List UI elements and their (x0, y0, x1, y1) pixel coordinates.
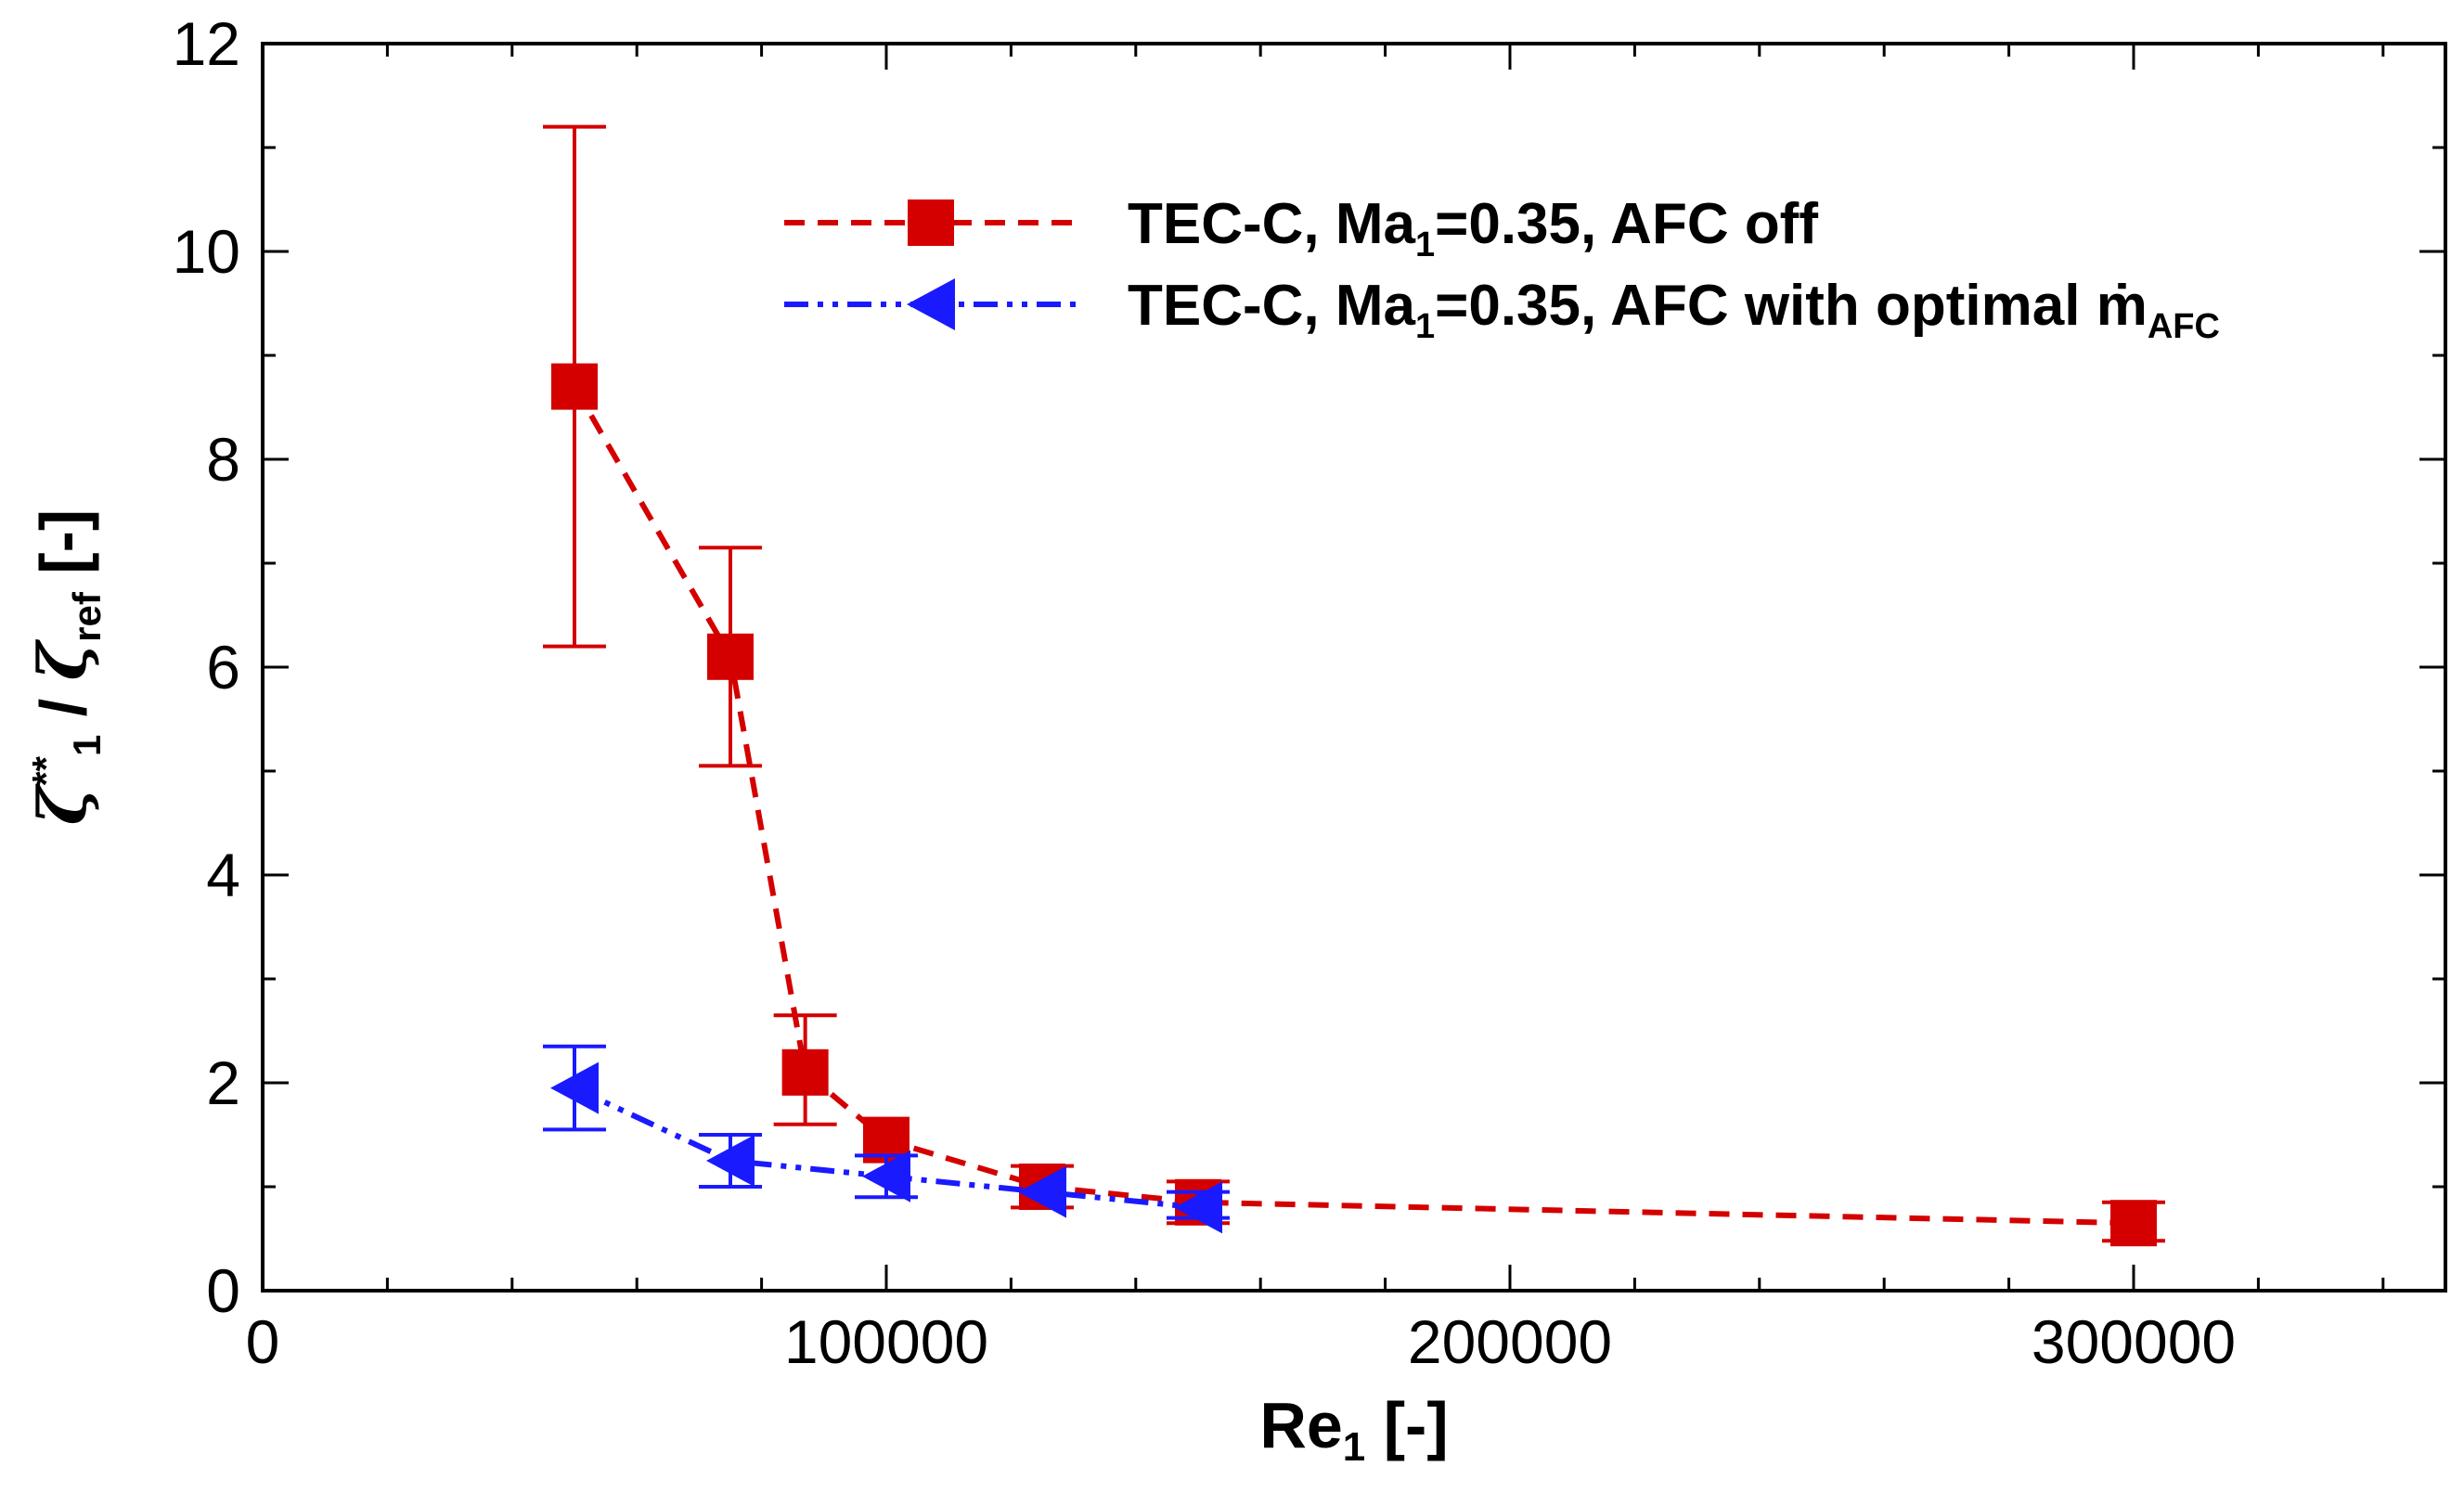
series-layer (543, 124, 2165, 1247)
y-axis-title-zeta: ζ (24, 783, 101, 825)
x-axis: 0 100000 200000 300000 (246, 44, 2385, 1376)
y-axis-title-unit: [-] (27, 509, 99, 592)
legend-marker (908, 199, 954, 246)
legend-text-part: =0.35, AFC with optimal (1435, 274, 2096, 338)
data-point (707, 633, 754, 680)
y-tick-label: 12 (173, 9, 240, 78)
legend-sub: 1 (1415, 225, 1435, 264)
legend-sub: 1 (1415, 307, 1435, 346)
legend-marker (907, 278, 955, 330)
series-1 (543, 124, 2165, 1247)
data-point (551, 363, 598, 410)
legend-label: TEC-C, Ma1=0.35, AFC with optimal ṁAFC (1128, 274, 2220, 346)
y-tick-label: 6 (206, 633, 240, 701)
data-point (781, 1048, 829, 1096)
x-axis-title-unit: [-] (1365, 1389, 1448, 1461)
x-axis-title-sub: 1 (1343, 1424, 1365, 1470)
x-axis-title: Re1 [-] (1259, 1389, 1448, 1470)
y-axis-title-sep: / (27, 680, 99, 734)
y-tick-label: 0 (206, 1256, 240, 1325)
y-axis-title-sub1: 1 (65, 735, 109, 756)
y-tick-label: 4 (206, 841, 240, 909)
data-point (706, 1135, 755, 1187)
y-axis-title-sub2: ref (65, 591, 109, 642)
data-point (550, 1061, 599, 1114)
y-axis-title: ζ**1 / ζref [-] (24, 509, 109, 825)
data-point (2110, 1200, 2157, 1247)
legend-text-part: TEC-C, Ma (1128, 274, 1416, 338)
y-tick-label: 2 (206, 1048, 240, 1117)
x-axis-title-main: Re (1259, 1389, 1342, 1461)
x-tick-label: 200000 (1408, 1307, 1612, 1376)
y-axis: 0 2 4 6 8 10 12 (173, 9, 2445, 1325)
x-tick-label: 0 (246, 1307, 280, 1376)
y-tick-label: 8 (206, 425, 240, 494)
y-axis-title-zeta2: ζ (24, 638, 101, 680)
data-point (1174, 1181, 1222, 1234)
legend-text-part: TEC-C, Ma (1128, 192, 1416, 256)
legend-sub: AFC (2148, 307, 2220, 346)
data-point (862, 1150, 910, 1203)
y-tick-label: 10 (173, 217, 240, 286)
y-axis-title-sup: ** (24, 755, 68, 786)
legend-text-part: =0.35, AFC off (1435, 192, 1818, 256)
legend-text-part: ṁ (2096, 274, 2148, 338)
series-2 (543, 1044, 1230, 1234)
legend-item-1: TEC-C, Ma1=0.35, AFC off (784, 192, 1818, 264)
x-tick-label: 100000 (784, 1307, 988, 1376)
data-point (1018, 1165, 1066, 1218)
legend-label: TEC-C, Ma1=0.35, AFC off (1128, 192, 1818, 264)
series-line (572, 385, 2135, 1227)
x-tick-label: 300000 (2032, 1307, 2236, 1376)
legend-item-2: TEC-C, Ma1=0.35, AFC with optimal ṁAFC (784, 274, 2220, 346)
